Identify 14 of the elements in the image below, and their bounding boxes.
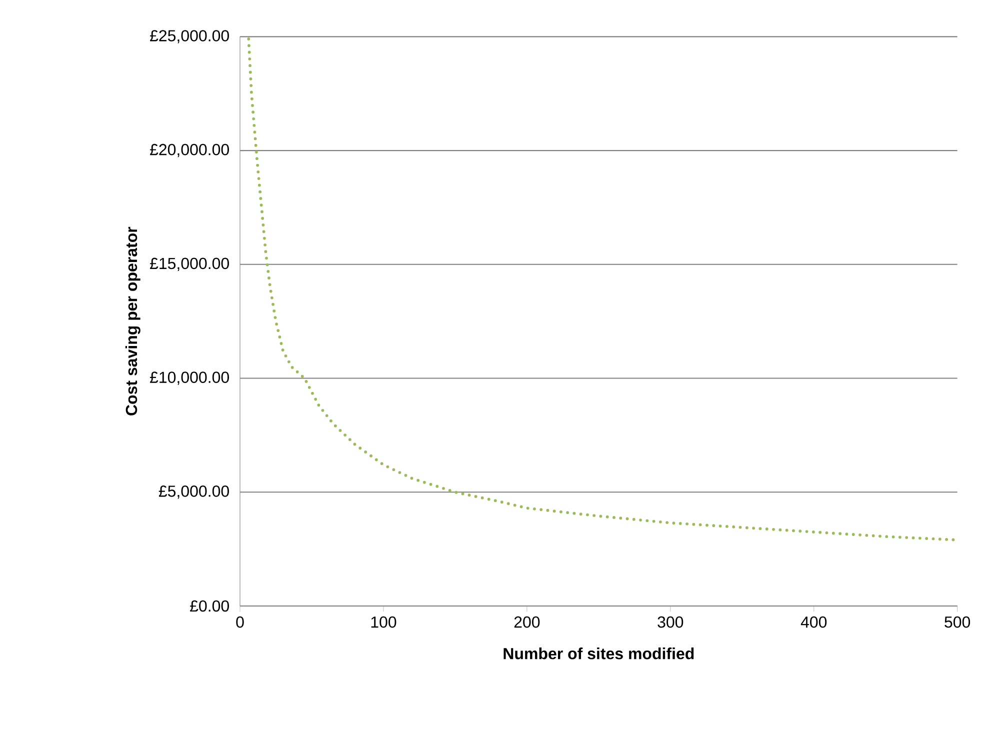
y-axis-title: Cost saving per operator [125,226,140,416]
x-tick-label: 100 [371,616,396,628]
y-tick-label: £0.00 [190,600,229,612]
y-tick-label: £10,000.00 [150,372,229,385]
x-tick-label: 0 [236,616,244,628]
y-tick-label: £5,000.00 [158,485,229,499]
y-tick-label: £20,000.00 [150,144,229,157]
x-tick-label: 200 [514,616,540,628]
y-tick-label: £15,000.00 [150,258,229,271]
x-tick-label: 500 [944,616,970,628]
x-tick-label: 300 [658,616,684,628]
x-tick-label: 400 [800,616,827,628]
x-axis-title: Number of sites modified [504,647,694,660]
y-tick-label: £25,000.00 [150,30,229,44]
